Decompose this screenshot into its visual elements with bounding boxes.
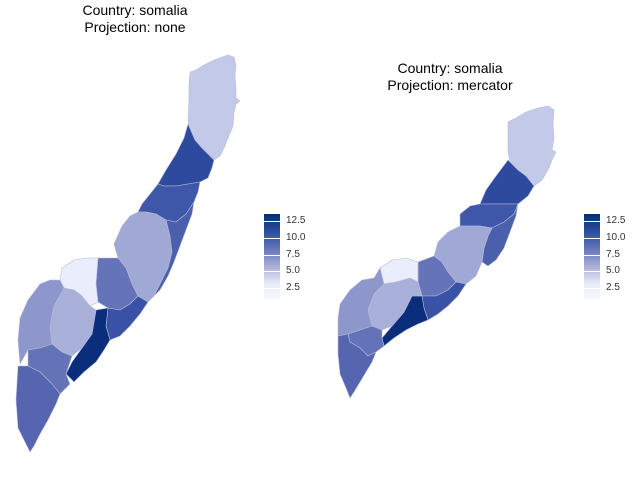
legend-colorbar [264, 214, 280, 300]
legend-tick: 5.0 [606, 265, 620, 276]
region-mudug-coast [153, 201, 195, 297]
legend-tick: 2.5 [606, 282, 620, 293]
region-lower-juba [15, 365, 61, 453]
legend-tick: 12.5 [286, 215, 306, 226]
legend-colorbar [584, 214, 600, 300]
region-galgaduud [113, 211, 173, 303]
region-galgaduud [433, 225, 493, 285]
map-panel-none: Country: somalia Projection: none 12.5 [0, 2, 306, 453]
choropleth-map [15, 54, 241, 453]
title-country: Country: somalia [397, 60, 503, 76]
legend-tick: 2.5 [286, 282, 300, 293]
title-projection: Projection: none [84, 19, 186, 35]
choropleth-map [337, 105, 557, 399]
legend-tick: 7.5 [606, 249, 620, 260]
title-projection: Projection: mercator [387, 77, 513, 93]
legend-tick: 5.0 [286, 265, 300, 276]
legend-tick: 7.5 [286, 249, 300, 260]
map-title: Country: somalia Projection: mercator [320, 60, 580, 94]
title-country: Country: somalia [82, 2, 188, 18]
legend-tick: 10.0 [606, 232, 626, 243]
map-title: Country: somalia Projection: none [0, 2, 270, 36]
region-gedo [17, 279, 65, 365]
legend-tick: 12.5 [606, 215, 626, 226]
map-panel-mercator: Country: somalia Projection: mercator [320, 0, 640, 480]
legend-tick: 10.0 [286, 232, 306, 243]
region-lower-juba [337, 333, 377, 399]
